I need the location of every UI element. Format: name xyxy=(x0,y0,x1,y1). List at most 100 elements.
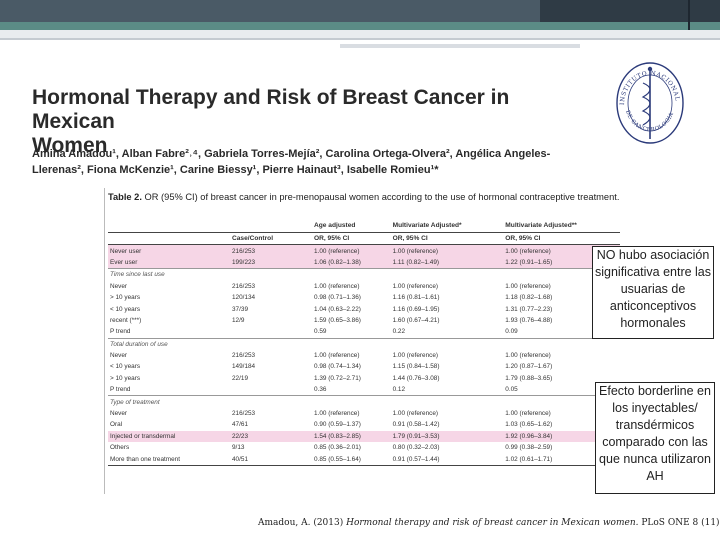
column-header xyxy=(108,231,230,246)
multivariate-2-cell xyxy=(503,395,620,408)
group-header xyxy=(108,218,230,233)
table-row: Never user 216/253 1.00 (reference) 1.00 (r… xyxy=(108,244,620,257)
table-caption: Table 2. OR (95% CI) of breast cancer in… xyxy=(108,192,628,202)
table-row: Total duration of use xyxy=(108,337,620,350)
paper-title-line1: Hormonal Therapy and Risk of Breast Canc… xyxy=(32,86,510,133)
multivariate-1-cell: 0.12 xyxy=(392,386,406,394)
caduceus-icon xyxy=(641,66,653,139)
case-control-cell xyxy=(230,326,312,338)
multivariate-2-cell: 0.99 (0.38–2.59) xyxy=(505,444,553,452)
table-row: Never 216/253 1.00 (reference) 1.00 (refere… xyxy=(108,281,620,292)
row-label-cell: > 10 years xyxy=(110,294,141,302)
multivariate-1-cell: 1.44 (0.76–3.08) xyxy=(392,374,440,382)
case-control-cell: 12/9 xyxy=(232,316,245,324)
case-control-cell: 9/13 xyxy=(232,444,245,452)
age-adjusted-cell: 1.06 (0.82–1.38) xyxy=(312,256,391,269)
table-row: recent (***) 12/9 1.59 (0.65–3.86) 1.60 (0.… xyxy=(108,315,620,326)
annotation-no-association: NO hubo asociación significativa entre l… xyxy=(592,246,714,339)
citation-suffix: PLoS ONE 8 (11) xyxy=(638,518,720,528)
slide-header-teal-band xyxy=(0,22,720,30)
row-label-cell: Oral xyxy=(110,421,123,429)
group-header: Multivariate Adjusted* xyxy=(392,221,462,229)
multivariate-1-cell: 1.00 (reference) xyxy=(392,410,439,418)
case-control-cell: 40/51 xyxy=(230,453,312,466)
slide-corner-mark xyxy=(688,0,690,30)
row-label-cell: Never xyxy=(110,352,128,360)
case-control-cell: 199/223 xyxy=(230,256,312,269)
row-label-cell: P trend xyxy=(110,386,131,394)
slide-accent-line xyxy=(340,44,580,48)
multivariate-1-cell: 1.15 (0.84–1.58) xyxy=(392,363,440,371)
authors-line1: Amina Amadou¹, Alban Fabre²˒⁴, Gabriela … xyxy=(32,148,551,160)
group-header: Multivariate Adjusted** xyxy=(505,221,577,229)
institute-logo: INSTITUTO NACIONAL DE CANCEROLOGIA · Méx… xyxy=(612,55,684,144)
table-row: Type of treatment xyxy=(108,395,620,408)
age-adjusted-cell: 1.00 (reference) xyxy=(314,352,360,360)
case-control-cell xyxy=(230,337,312,350)
table-row: Time since last use xyxy=(108,268,620,281)
multivariate-1-cell: 0.91 (0.58–1.42) xyxy=(392,421,440,429)
case-control-cell: 37/39 xyxy=(232,305,248,313)
multivariate-1-cell: 1.16 (0.69–1.95) xyxy=(392,305,440,313)
multivariate-1-cell: 1.00 (reference) xyxy=(390,244,504,257)
table-row: Ever user 199/223 1.06 (0.82–1.38) 1.11 (0.… xyxy=(108,256,620,269)
table-row: Others 9/13 0.85 (0.36–2.01) 0.80 (0.32–2.0… xyxy=(108,442,620,453)
multivariate-1-cell: 1.11 (0.82–1.49) xyxy=(390,256,504,269)
age-adjusted-cell xyxy=(312,395,391,408)
case-control-cell: 120/134 xyxy=(232,294,256,302)
multivariate-2-cell: 1.93 (0.76–4.88) xyxy=(505,316,553,324)
table-row: Never 216/253 1.00 (reference) 1.00 (refere… xyxy=(108,350,620,361)
multivariate-2-cell xyxy=(503,337,620,350)
column-header: Case/Control xyxy=(230,231,312,246)
slide-header-dark-block xyxy=(540,0,720,22)
table-row: > 10 years 22/19 1.39 (0.72–2.71) 1.44 (0.7… xyxy=(108,373,620,384)
row-label-cell: Never xyxy=(110,410,128,418)
case-control-cell: 47/61 xyxy=(232,421,248,429)
row-label-cell: Total duration of use xyxy=(108,337,230,350)
age-adjusted-cell: 1.00 (reference) xyxy=(314,410,360,418)
multivariate-2-cell xyxy=(503,268,620,281)
row-label-cell: Time since last use xyxy=(108,268,230,281)
age-adjusted-cell: 1.04 (0.63–2.22) xyxy=(314,305,361,313)
age-adjusted-cell: 0.85 (0.36–2.01) xyxy=(314,444,361,452)
column-header: OR, 95% CI xyxy=(503,231,620,246)
column-header: OR, 95% CI xyxy=(312,231,391,246)
row-label-cell: Type of treatment xyxy=(108,395,230,408)
case-control-cell xyxy=(230,395,312,408)
multivariate-2-cell: 1.79 (0.88–3.65) xyxy=(505,374,553,382)
age-adjusted-cell: 0.36 xyxy=(314,386,327,394)
table-row: P trend 0.59 0.22 0.09 xyxy=(108,326,620,338)
case-control-cell: 216/253 xyxy=(232,352,256,360)
citation-title: Hormonal therapy and risk of breast canc… xyxy=(346,518,639,528)
row-label-cell: < 10 years xyxy=(110,305,141,313)
case-control-cell: 216/253 xyxy=(230,244,312,257)
multivariate-1-cell: 1.79 (0.91–3.53) xyxy=(390,430,504,443)
slide-header-light-band xyxy=(0,30,720,38)
row-label-cell: Injected or transdermal xyxy=(108,430,230,443)
multivariate-2-cell: 1.00 (reference) xyxy=(505,352,551,360)
age-adjusted-cell xyxy=(312,268,391,281)
multivariate-2-cell: 1.31 (0.77–2.23) xyxy=(505,305,553,313)
case-control-cell xyxy=(230,268,312,281)
table-row: > 10 years 120/134 0.98 (0.71–1.36) 1.16 (0… xyxy=(108,292,620,303)
citation-prefix: Amadou, A. (2013) xyxy=(258,518,347,528)
multivariate-1-cell: 0.22 xyxy=(392,328,406,336)
case-control-cell: 22/19 xyxy=(232,374,248,382)
table-row: Oral 47/61 0.90 (0.59–1.37) 0.91 (0.58–1.42… xyxy=(108,419,620,430)
group-header xyxy=(230,218,312,233)
paper-authors: Amina Amadou¹, Alban Fabre²˒⁴, Gabriela … xyxy=(32,146,592,178)
age-adjusted-cell: 0.85 (0.55–1.64) xyxy=(312,453,391,466)
row-label-cell: < 10 years xyxy=(110,363,141,371)
multivariate-2-cell: 1.00 (reference) xyxy=(505,410,551,418)
table-group-header-row: Age adjusted Multivariate Adjusted* Mult… xyxy=(108,218,620,233)
multivariate-1-cell xyxy=(390,337,504,350)
age-adjusted-cell: 0.59 xyxy=(314,328,327,336)
age-adjusted-cell: 1.00 (reference) xyxy=(312,244,391,257)
odds-ratio-table: Age adjusted Multivariate Adjusted* Mult… xyxy=(108,218,620,466)
table-row: P trend 0.36 0.12 0.05 xyxy=(108,384,620,396)
annotation-borderline-effect: Efecto borderline en los inyectables/ tr… xyxy=(595,382,715,494)
multivariate-2-cell: 1.03 (0.65–1.62) xyxy=(505,421,553,429)
table-row: Injected or transdermal 22/23 1.54 (0.83–2… xyxy=(108,430,620,443)
multivariate-2-cell: 1.00 (reference) xyxy=(505,282,551,290)
multivariate-1-cell xyxy=(390,395,504,408)
